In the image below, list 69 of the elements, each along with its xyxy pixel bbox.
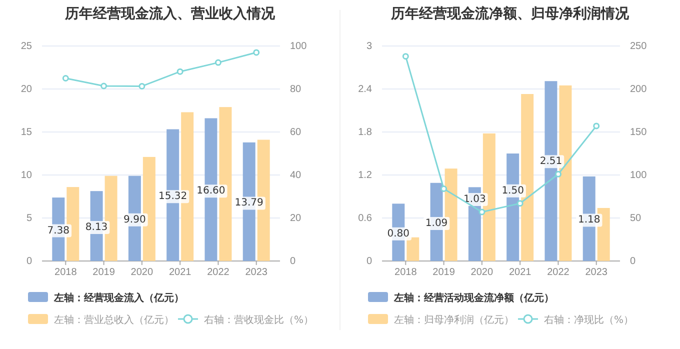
point [138,82,146,90]
data-label: 16.60 [196,186,226,197]
y-tick-label: 20 [20,84,32,96]
y-tick-label: 0 [26,256,32,268]
legend-label: 右轴：营收现金比（%） [204,314,314,326]
point [440,186,448,192]
y-tick-label: 25 [20,41,32,52]
data-label: 8.13 [85,222,108,234]
point [253,49,260,56]
x-tick-label: 2021 [168,267,192,278]
point [176,68,184,75]
point [516,200,524,207]
x-tick-label: 2023 [245,267,268,278]
y2-tick-label: 0 [630,256,636,268]
point [478,208,486,216]
y-tick-label: 1.8 [358,127,372,138]
point [402,53,409,60]
legend-label: 左轴：营业总收入（亿元） [54,314,174,326]
x-tick-label: 2020 [130,267,154,278]
legend-label: 左轴：经营活动现金流净额（亿元） [393,292,554,304]
point [100,82,108,90]
data-label: 1.09 [425,218,448,229]
data-label: 2.51 [540,156,562,168]
data-label: 7.38 [47,225,70,236]
x-tick-label: 2021 [508,267,532,278]
y2-tick-label: 250 [630,41,648,52]
data-label: 15.32 [158,191,188,202]
y-tick-label: 2.4 [358,84,372,96]
x-tick-label: 2018 [54,267,78,278]
chart-title: 历年经营现金流净额、归母净利润情况 [390,5,630,22]
legend-label: 左轴：归母净利润（亿元） [394,314,514,326]
x-tick-label: 2019 [432,267,456,278]
point [214,59,222,66]
data-label: 1.03 [464,194,486,205]
point [554,170,562,178]
data-label: 9.90 [124,214,146,226]
y-tick-label: 10 [20,170,32,182]
y2-tick-label: 40 [290,170,302,182]
y2-tick-label: 200 [630,84,648,96]
x-tick-label: 2022 [547,267,570,278]
x-tick-label: 2018 [394,267,418,278]
data-label: 1.50 [502,185,524,196]
x-tick-label: 2023 [585,267,608,278]
y2-tick-label: 60 [290,127,302,138]
y2-tick-label: 20 [290,213,302,224]
y-tick-label: 5 [26,213,32,224]
y-tick-label: 3 [366,41,372,52]
data-label: 1.18 [578,214,600,226]
y-tick-label: 0 [366,256,372,268]
x-tick-label: 2019 [92,267,116,278]
data-label: 13.79 [234,198,264,209]
legend-label: 左轴：经营现金流入（亿元） [53,292,184,304]
y-tick-label: 1.2 [358,170,372,182]
y-tick-label: 15 [20,127,32,138]
legend-label: 右轴：净现比（%） [544,314,634,326]
y-tick-label: 0.6 [358,213,372,224]
point [593,122,600,130]
y2-tick-label: 80 [290,84,302,96]
data-label: 0.80 [387,228,410,240]
y2-tick-label: 150 [630,127,648,138]
chart-title: 历年经营现金流入、营业收入情况 [64,5,276,22]
y2-tick-label: 50 [630,213,642,224]
y2-tick-label: 0 [290,256,296,268]
y2-tick-label: 100 [630,170,648,182]
x-tick-label: 2022 [207,267,230,278]
bar [406,237,420,261]
y2-tick-label: 100 [290,41,308,52]
x-tick-label: 2020 [470,267,494,278]
point [62,75,69,82]
